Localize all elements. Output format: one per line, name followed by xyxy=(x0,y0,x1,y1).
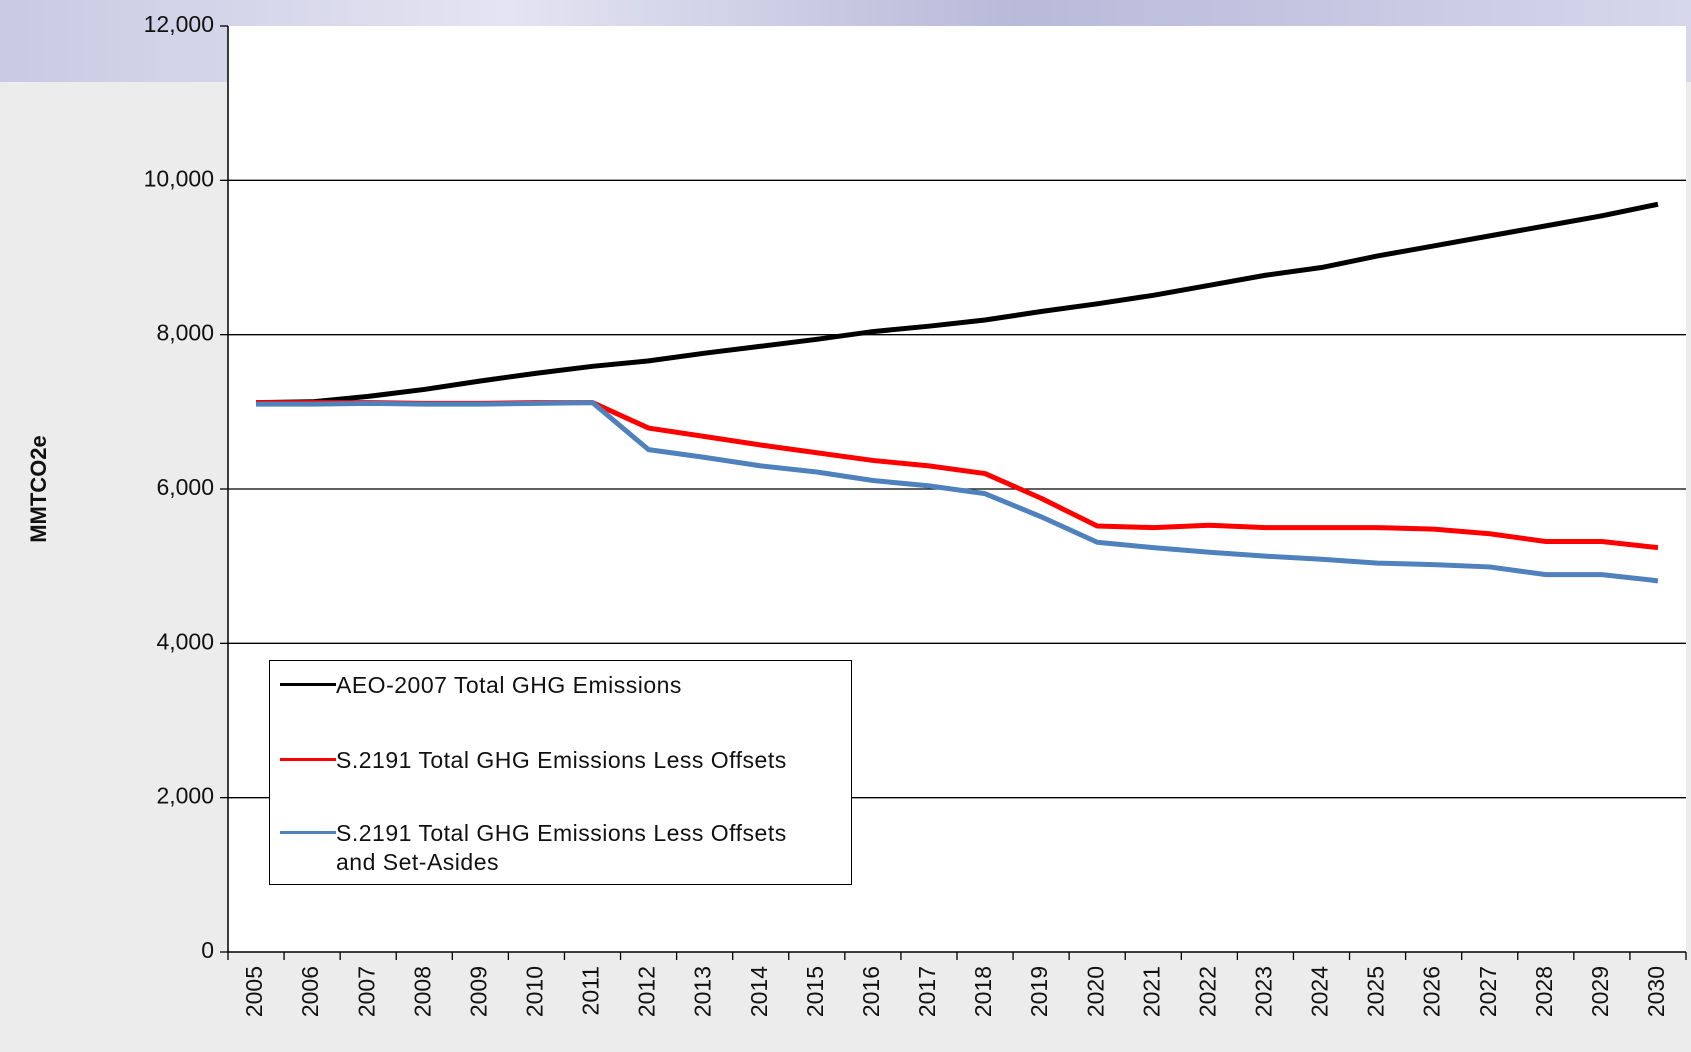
y-tick-label: 12,000 xyxy=(144,11,214,37)
x-tick-label: 2011 xyxy=(578,966,604,1015)
x-tick-label: 2026 xyxy=(1419,966,1445,1017)
legend-item: S.2191 Total GHG Emissions Less Offsets xyxy=(280,746,826,775)
x-tick-label: 2018 xyxy=(970,966,996,1017)
x-tick-label: 2019 xyxy=(1026,966,1052,1017)
x-tick-label: 2022 xyxy=(1194,966,1220,1017)
y-tick-label: 4,000 xyxy=(156,628,214,654)
x-tick-label: 2029 xyxy=(1587,966,1613,1017)
x-tick-label: 2023 xyxy=(1251,966,1277,1017)
y-axis-label: MMTCO2e xyxy=(26,435,51,543)
x-tick-label: 2027 xyxy=(1475,966,1501,1017)
x-tick-label: 2020 xyxy=(1082,966,1108,1017)
x-tick-label: 2030 xyxy=(1643,966,1669,1017)
series-line xyxy=(256,400,1659,584)
y-tick-label: 8,000 xyxy=(156,320,214,346)
legend: AEO-2007 Total GHG Emissions S.2191 Total… xyxy=(269,660,852,885)
series-line xyxy=(256,201,1659,406)
x-tick-label: 2012 xyxy=(634,966,660,1017)
legend-label: S.2191 Total GHG Emissions Less Offsets xyxy=(336,747,787,773)
x-tick-label: 2016 xyxy=(858,966,884,1017)
x-tick-label: 2005 xyxy=(241,966,267,1017)
x-tick-label: 2008 xyxy=(409,966,435,1017)
x-tick-label: 2025 xyxy=(1363,966,1389,1017)
x-tick-label: 2006 xyxy=(297,966,323,1017)
legend-label: AEO-2007 Total GHG Emissions xyxy=(336,672,682,698)
legend-swatch xyxy=(280,758,336,761)
legend-swatch xyxy=(280,683,336,686)
x-tick-label: 2021 xyxy=(1138,966,1164,1017)
x-tick-label: 2013 xyxy=(690,966,716,1017)
x-tick-label: 2024 xyxy=(1307,966,1333,1017)
x-tick-label: 2010 xyxy=(522,966,548,1017)
legend-swatch xyxy=(280,831,336,834)
x-tick-label: 2015 xyxy=(802,966,828,1017)
legend-item: AEO-2007 Total GHG Emissions xyxy=(280,671,826,700)
y-tick-label: 6,000 xyxy=(156,474,214,500)
x-tick-label: 2007 xyxy=(353,966,379,1017)
legend-label: S.2191 Total GHG Emissions Less Offsets … xyxy=(336,820,787,875)
x-tick-label: 2009 xyxy=(465,966,491,1017)
y-tick-label: 2,000 xyxy=(156,783,214,809)
legend-item: S.2191 Total GHG Emissions Less Offsets … xyxy=(280,819,826,877)
y-tick-label: 10,000 xyxy=(144,165,214,191)
x-tick-label: 2028 xyxy=(1531,966,1557,1017)
x-tick-label: 2014 xyxy=(746,966,772,1017)
x-tick-label: 2017 xyxy=(914,966,940,1017)
y-tick-label: 0 xyxy=(201,937,214,963)
